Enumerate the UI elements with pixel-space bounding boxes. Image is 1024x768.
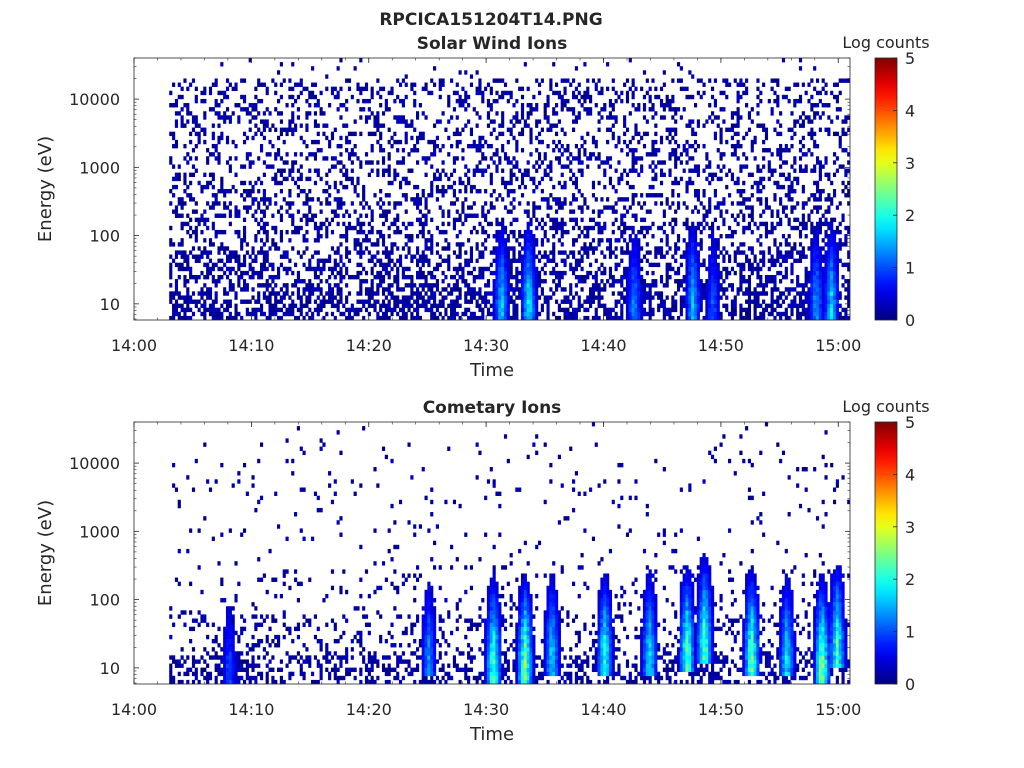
colorbar (874, 421, 898, 685)
y-tick-label: 100 (89, 591, 120, 610)
x-tick-label: 14:50 (698, 700, 744, 719)
y-tick-label: 10 (100, 659, 120, 678)
x-tick-label: 15:00 (815, 700, 861, 719)
colorbar-tick-label: 4 (905, 101, 915, 120)
colorbar-label: Log counts (842, 397, 929, 416)
colorbar-tick-label: 5 (905, 413, 915, 432)
colorbar-tick-label: 3 (905, 154, 915, 173)
panel-title: Cometary Ions (423, 398, 562, 418)
colorbar-tick-label: 1 (905, 259, 915, 278)
x-tick-label: 14:40 (580, 700, 626, 719)
panel-title: Solar Wind Ions (417, 34, 568, 54)
colorbar-label: Log counts (842, 33, 929, 52)
spectrogram-cells (169, 422, 850, 684)
colorbar-tick-label: 1 (905, 623, 915, 642)
colorbar-tick-label: 2 (905, 570, 915, 589)
x-tick-label: 14:00 (111, 336, 157, 355)
x-tick-label: 14:50 (698, 336, 744, 355)
spectrogram-cells (169, 58, 850, 320)
y-tick-label: 100 (89, 227, 120, 246)
x-tick-label: 14:40 (580, 336, 626, 355)
x-tick-label: 14:10 (228, 336, 274, 355)
y-tick-label: 1000 (79, 158, 120, 177)
y-tick-label: 10 (100, 295, 120, 314)
x-axis-label: Time (469, 724, 514, 745)
plot-frame (133, 421, 851, 685)
figure-title: RPCICA151204T14.PNG (379, 10, 602, 30)
y-tick-label: 10000 (69, 90, 120, 109)
x-tick-label: 14:20 (346, 700, 392, 719)
colorbar-tick-label: 5 (905, 49, 915, 68)
y-tick-label: 1000 (79, 522, 120, 541)
plot-frame (133, 57, 851, 321)
solar-wind-panel: 14:00 14:10 14:20 14:30 14:40 14:50 15:0010100… (35, 33, 930, 381)
y-tick-label: 10000 (69, 454, 120, 473)
colorbar-tick-label: 2 (905, 206, 915, 225)
colorbar (874, 57, 898, 321)
x-tick-label: 14:20 (346, 336, 392, 355)
x-tick-label: 14:30 (463, 336, 509, 355)
colorbar-tick-label: 0 (905, 311, 915, 330)
colorbar-tick-label: 3 (905, 518, 915, 537)
x-tick-label: 14:10 (228, 700, 274, 719)
x-tick-label: 14:00 (111, 700, 157, 719)
y-axis-label: Energy (eV) (35, 500, 56, 606)
colorbar-tick-label: 4 (905, 465, 915, 484)
x-tick-label: 14:30 (463, 700, 509, 719)
x-axis-label: Time (469, 360, 514, 381)
cometary-ions-panel: 14:00 14:10 14:20 14:30 14:40 14:50 15:0010100… (35, 397, 930, 745)
x-tick-label: 15:00 (815, 336, 861, 355)
y-axis-label: Energy (eV) (35, 136, 56, 242)
colorbar-tick-label: 0 (905, 675, 915, 694)
